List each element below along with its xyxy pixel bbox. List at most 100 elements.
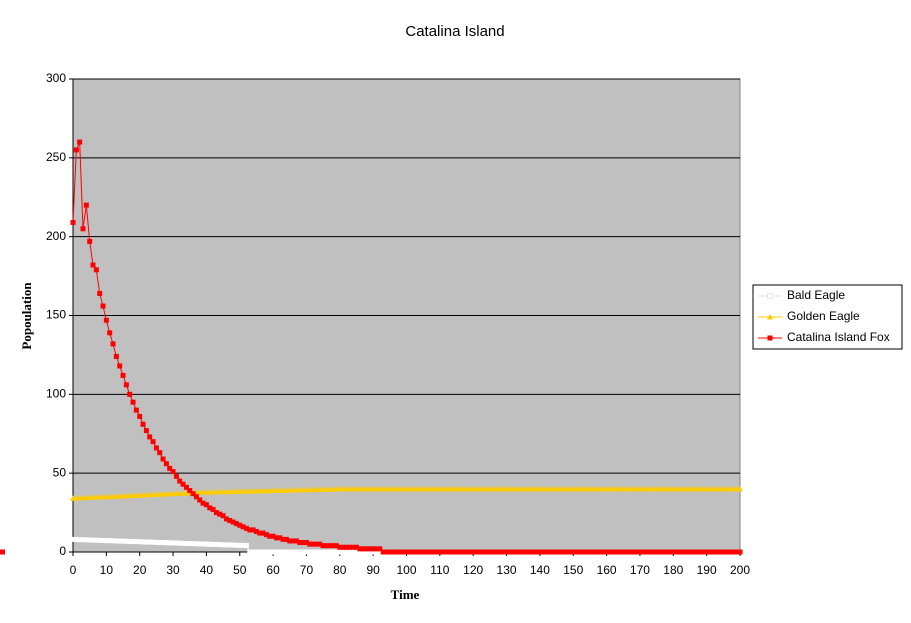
- data-point: [293, 549, 299, 555]
- data-point: [227, 517, 233, 523]
- data-point: [180, 540, 186, 546]
- data-point: [350, 549, 356, 555]
- data-point: [137, 539, 143, 545]
- data-point: [130, 539, 136, 545]
- data-point: [70, 219, 76, 225]
- data-point: [460, 549, 466, 555]
- data-point: [143, 428, 149, 434]
- data-point: [627, 549, 633, 555]
- data-point: [323, 549, 329, 555]
- data-point: [150, 439, 156, 445]
- data-point: [630, 549, 636, 555]
- data-point: [260, 530, 266, 536]
- data-point: [590, 549, 596, 555]
- data-point: [313, 549, 319, 555]
- data-point: [217, 511, 223, 517]
- data-point: [310, 549, 316, 555]
- data-point: [307, 541, 313, 547]
- data-point: [527, 549, 533, 555]
- data-point: [233, 521, 239, 527]
- data-point: [677, 549, 683, 555]
- data-point: [347, 549, 353, 555]
- x-tick-label: 160: [597, 563, 617, 577]
- data-point: [367, 549, 373, 555]
- data-point: [327, 543, 333, 549]
- legend-label: Golden Eagle: [787, 309, 860, 323]
- data-point: [347, 544, 353, 550]
- data-point: [163, 540, 169, 546]
- data-point: [127, 391, 133, 397]
- data-point: [310, 541, 316, 547]
- data-point: [390, 549, 396, 555]
- y-tick-label: 50: [53, 465, 67, 479]
- x-tick-label: 20: [133, 563, 147, 577]
- data-point: [270, 533, 276, 539]
- data-point: [170, 469, 176, 475]
- data-point: [447, 549, 453, 555]
- data-point: [524, 549, 530, 555]
- data-point: [300, 540, 306, 546]
- data-point: [220, 542, 226, 548]
- data-point: [607, 549, 613, 555]
- data-point: [73, 147, 79, 153]
- data-point: [253, 529, 259, 535]
- data-point: [313, 541, 319, 547]
- data-point: [113, 538, 119, 544]
- data-point: [290, 538, 296, 544]
- data-point: [117, 363, 123, 369]
- data-point: [737, 549, 743, 555]
- data-point: [407, 549, 413, 555]
- data-point: [464, 549, 470, 555]
- data-point: [273, 535, 279, 541]
- data-point: [163, 461, 169, 467]
- data-point: [117, 538, 123, 544]
- data-point: [143, 539, 149, 545]
- x-tick-label: 190: [697, 563, 717, 577]
- data-point: [293, 538, 299, 544]
- data-point: [500, 549, 506, 555]
- data-point: [263, 549, 269, 555]
- data-point: [83, 202, 89, 208]
- data-point: [153, 539, 159, 545]
- data-point: [287, 538, 293, 544]
- data-point: [330, 549, 336, 555]
- data-point: [127, 538, 133, 544]
- x-tick-label: 90: [366, 563, 380, 577]
- data-point: [210, 506, 216, 512]
- data-point: [113, 353, 119, 359]
- data-point: [477, 549, 483, 555]
- data-point: [173, 540, 179, 546]
- data-point: [337, 544, 343, 550]
- data-point: [540, 549, 546, 555]
- data-point: [634, 549, 640, 555]
- data-point: [207, 505, 213, 511]
- data-point: [434, 549, 440, 555]
- x-tick-label: 10: [100, 563, 114, 577]
- data-point: [93, 537, 99, 543]
- legend-marker: [767, 335, 773, 341]
- x-tick-label: 170: [630, 563, 650, 577]
- data-point: [83, 537, 89, 543]
- data-point: [300, 549, 306, 555]
- data-point: [710, 549, 716, 555]
- data-point: [107, 538, 113, 544]
- data-point: [90, 262, 96, 268]
- data-point: [320, 549, 326, 555]
- data-point: [704, 549, 710, 555]
- data-point: [717, 549, 723, 555]
- data-point: [580, 549, 586, 555]
- data-point: [657, 549, 663, 555]
- data-point: [197, 541, 203, 547]
- data-point: [323, 543, 329, 549]
- data-point: [140, 539, 146, 545]
- data-point: [110, 538, 116, 544]
- data-point: [227, 542, 233, 548]
- data-point: [363, 549, 369, 555]
- data-point: [277, 535, 283, 541]
- data-point: [450, 549, 456, 555]
- data-point: [247, 527, 253, 533]
- data-point: [644, 549, 650, 555]
- data-point: [160, 456, 166, 462]
- legend-label: Catalina Island Fox: [787, 330, 890, 344]
- data-point: [377, 546, 383, 552]
